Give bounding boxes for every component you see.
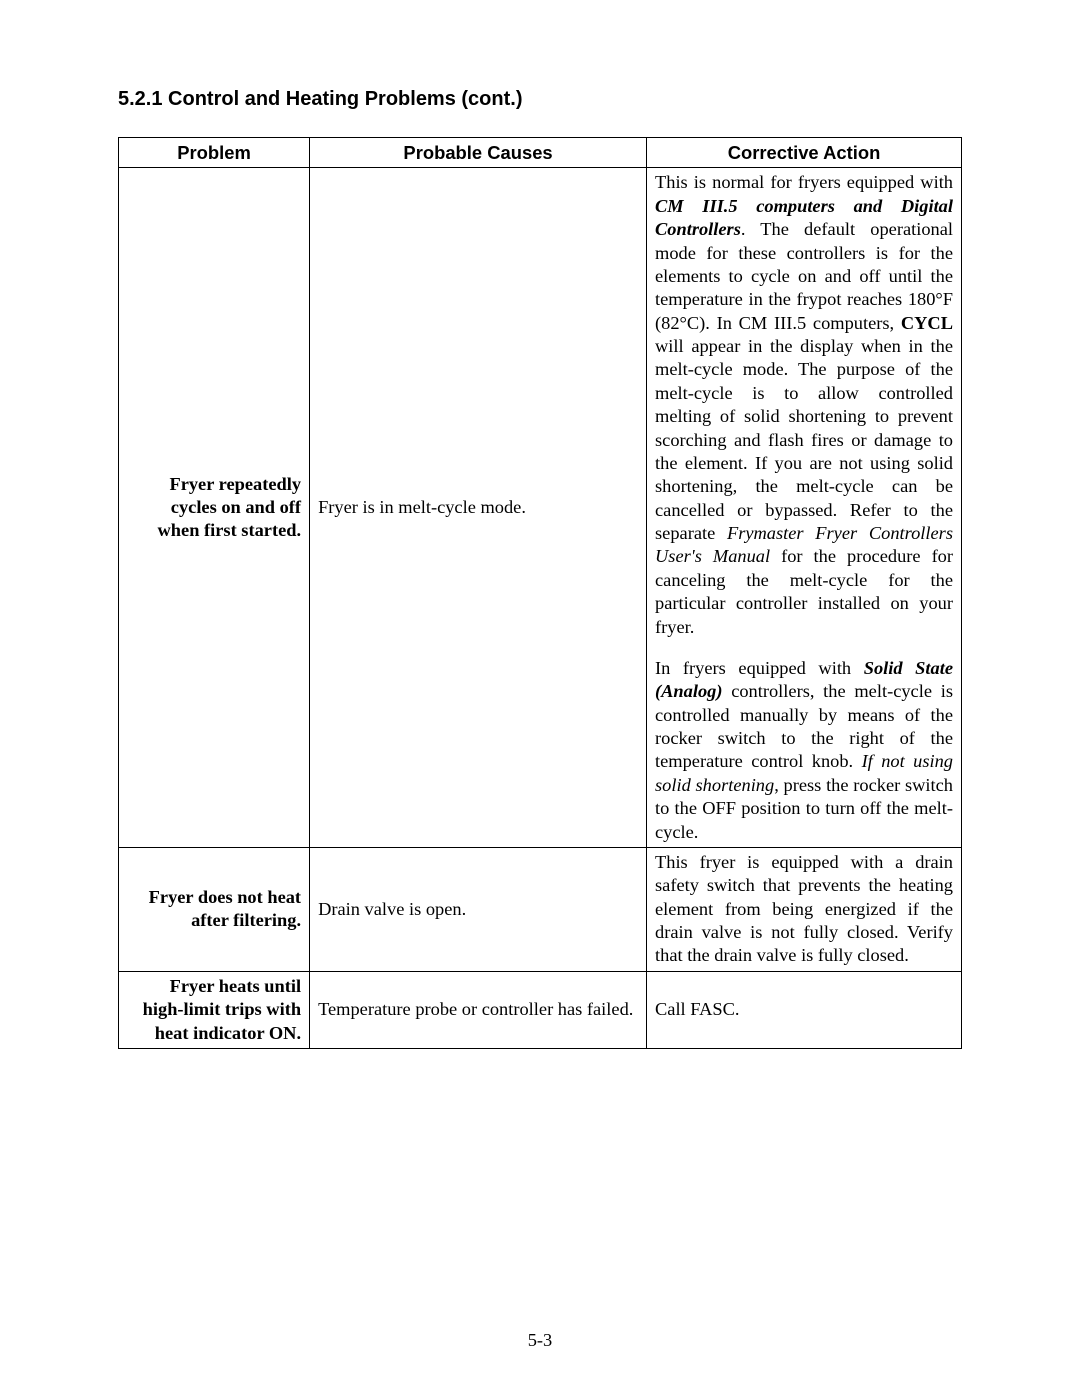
document-page: 5.2.1 Control and Heating Problems (cont… <box>0 0 1080 1397</box>
action-paragraph: This is normal for fryers equipped with … <box>655 171 953 639</box>
table-row: Fryer repeatedly cycles on and off when … <box>119 168 962 848</box>
action-cell: Call FASC. <box>647 971 962 1048</box>
troubleshooting-table: Problem Probable Causes Corrective Actio… <box>118 137 962 1049</box>
table-row: Fryer heats until high-limit trips with … <box>119 971 962 1048</box>
col-header-causes: Probable Causes <box>310 138 647 168</box>
problem-cell: Fryer does not heat after filtering. <box>119 847 310 971</box>
problem-cell: Fryer heats until high-limit trips with … <box>119 971 310 1048</box>
cause-cell: Drain valve is open. <box>310 847 647 971</box>
section-heading: 5.2.1 Control and Heating Problems (cont… <box>118 88 962 111</box>
cause-cell: Temperature probe or controller has fail… <box>310 971 647 1048</box>
action-cell: This fryer is equipped with a drain safe… <box>647 847 962 971</box>
text-run-bold: CYCL <box>901 313 953 333</box>
cause-cell: Fryer is in melt-cycle mode. <box>310 168 647 848</box>
problem-cell: Fryer repeatedly cycles on and off when … <box>119 168 310 848</box>
text-run: In fryers equipped with <box>655 658 864 678</box>
action-cell: This is normal for fryers equipped with … <box>647 168 962 848</box>
text-run: will appear in the display when in the m… <box>655 336 953 543</box>
table-header-row: Problem Probable Causes Corrective Actio… <box>119 138 962 168</box>
table-row: Fryer does not heat after filtering. Dra… <box>119 847 962 971</box>
action-paragraph: In fryers equipped with Solid State (Ana… <box>655 657 953 844</box>
col-header-problem: Problem <box>119 138 310 168</box>
text-run: This is normal for fryers equipped with <box>655 172 953 192</box>
page-number: 5-3 <box>0 1330 1080 1351</box>
col-header-action: Corrective Action <box>647 138 962 168</box>
